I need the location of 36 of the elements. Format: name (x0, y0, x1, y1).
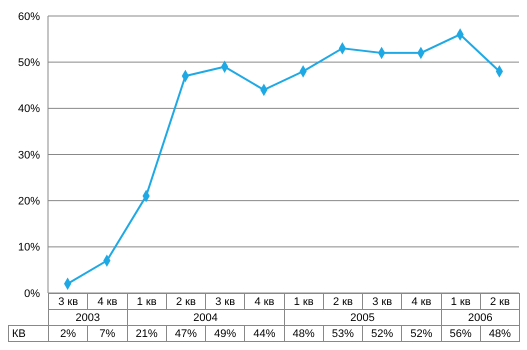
text: 52% (371, 328, 394, 340)
text: 53% (332, 328, 354, 340)
x-tick-label: 3 кв (48, 294, 88, 310)
text: 2005 (284, 310, 441, 326)
text: 52% (410, 328, 432, 340)
y-tick-label: 0% (24, 288, 40, 300)
text: 2% (60, 328, 76, 340)
text: КВ (8, 326, 48, 342)
text: 48% (488, 328, 511, 340)
y-tick-label: 60% (18, 10, 40, 23)
text: 2003 (48, 310, 127, 326)
text: 21% (136, 328, 158, 340)
y-tick-label: 50% (18, 57, 40, 70)
x-tick-label: 1 кв (441, 294, 480, 310)
x-tick-label: 2 кв (323, 294, 362, 310)
text: 49% (214, 328, 236, 340)
x-tick-label: 4 кв (244, 294, 284, 310)
x-tick-label: 4 кв (402, 294, 441, 310)
y-tick-label: 30% (18, 149, 40, 162)
text: 2004 (127, 310, 284, 326)
x-tick-label: 1 кв (284, 294, 324, 310)
x-tick-label: 2 кв (480, 294, 520, 310)
y-tick-label: 20% (18, 196, 40, 208)
x-tick-label: 4 кв (88, 294, 127, 310)
x-tick-label: 3 кв (206, 294, 245, 310)
y-tick-label: 10% (18, 242, 40, 254)
y-tick-label: 40% (18, 103, 40, 116)
text: 7% (99, 328, 116, 340)
text: 56% (450, 328, 472, 340)
text: 47% (174, 328, 197, 340)
x-tick-label: 3 кв (362, 294, 402, 310)
x-tick-label: 1 кв (127, 294, 166, 310)
text: 48% (292, 328, 315, 340)
text: 44% (253, 328, 276, 340)
x-tick-label: 2 кв (166, 294, 206, 310)
text: 2006 (441, 310, 520, 326)
